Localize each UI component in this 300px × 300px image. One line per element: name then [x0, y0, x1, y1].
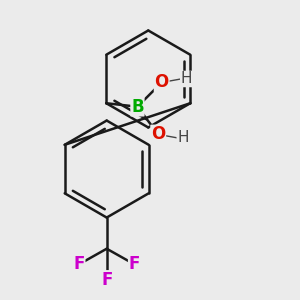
Text: F: F [129, 255, 140, 273]
Text: H: H [181, 71, 192, 86]
Text: H: H [177, 130, 189, 146]
Text: F: F [73, 255, 85, 273]
Text: O: O [151, 125, 165, 143]
Text: O: O [154, 74, 169, 92]
Text: B: B [131, 98, 144, 116]
Text: F: F [101, 271, 112, 289]
